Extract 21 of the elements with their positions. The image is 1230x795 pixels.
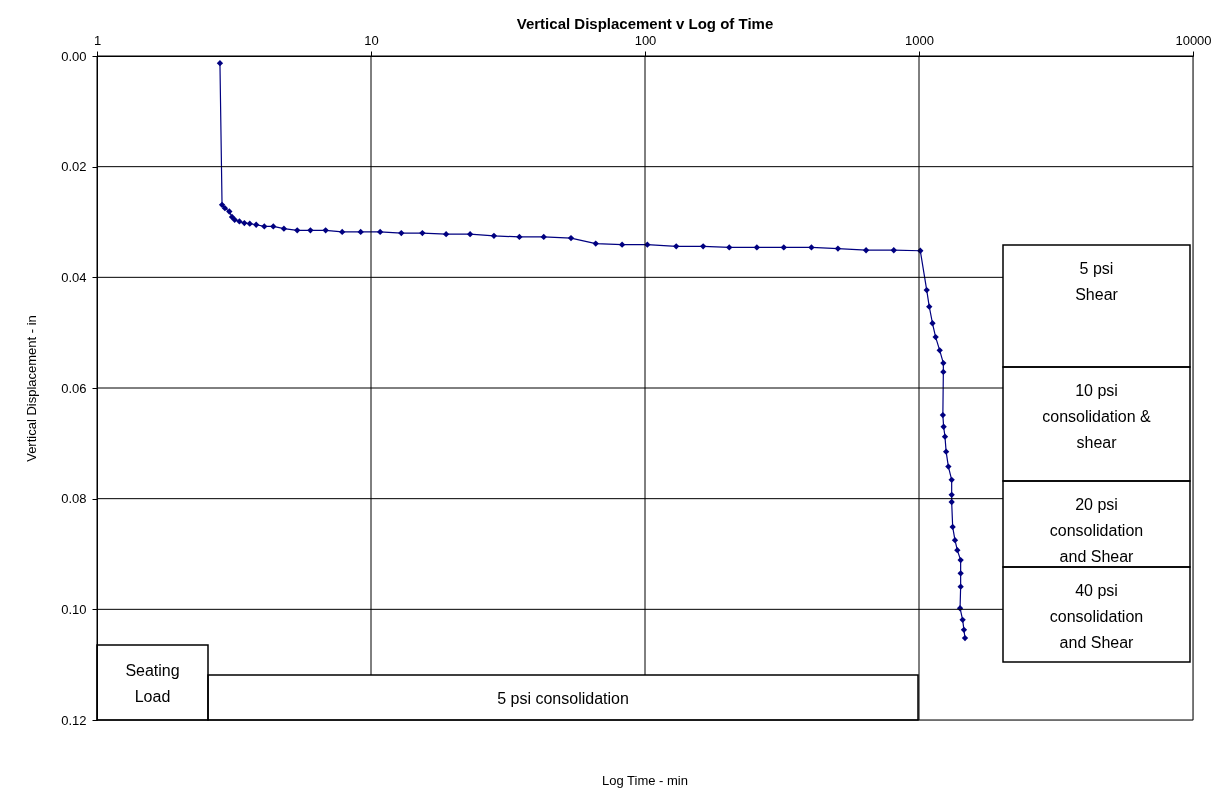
y-tick-label: 0.06 (61, 380, 87, 396)
y-tick-label: 0.12 (61, 712, 87, 728)
y-axis-title: Vertical Displacement - in (24, 315, 40, 462)
x-axis-title: Log Time - min (602, 773, 688, 788)
y-tick-label: 0.08 (61, 491, 87, 507)
x-tick-label: 1000 (905, 32, 934, 48)
x-tick-label: 10000 (1175, 32, 1212, 48)
annotation: Seating Load (125, 661, 180, 705)
chart-title: Vertical Displacement v Log of Time (516, 15, 774, 32)
annotation: 5 psi Shear (1075, 260, 1119, 303)
x-tick-label: 10 (364, 32, 379, 48)
y-tick-label: 0.00 (61, 48, 87, 64)
annotation: 5 psi consolidation (497, 689, 629, 707)
y-tick-label: 0.10 (61, 601, 87, 617)
x-tick-label: 1 (93, 32, 102, 48)
x-tick-label: 100 (634, 32, 657, 48)
annotation: 20 psi consolidation and Shear (1049, 496, 1144, 565)
y-tick-label: 0.04 (61, 269, 87, 285)
annotation: 10 psi consolidation & shear (1042, 382, 1152, 451)
y-tick-label: 0.02 (61, 159, 87, 175)
annotation: 40 psi consolidation and Shear (1049, 582, 1144, 651)
